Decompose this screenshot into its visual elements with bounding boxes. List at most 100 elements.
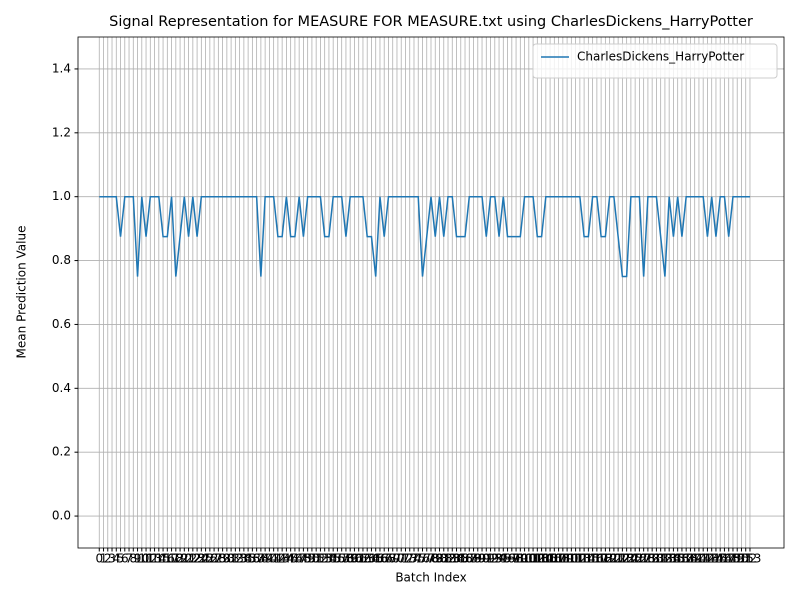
x-tick-label: 43: [275, 552, 290, 566]
x-tick-label: 98: [508, 552, 523, 566]
x-tick-label: 135: [662, 552, 685, 566]
x-tick-label: 37: [249, 552, 264, 566]
x-tick-label: 128: [632, 552, 655, 566]
x-tick-label: 89: [470, 552, 485, 566]
x-tick-label: 108: [547, 552, 570, 566]
x-tick-label: 69: [385, 552, 400, 566]
x-tick-label: 76: [415, 552, 430, 566]
x-axis-label: Batch Index: [395, 571, 466, 585]
x-tick-label: 132: [649, 552, 672, 566]
x-tick-label: 88: [466, 552, 481, 566]
x-tick-label: 45: [283, 552, 298, 566]
x-tick-label: 152: [734, 552, 757, 566]
x-tick-label: 104: [530, 552, 553, 566]
x-tick-label: 6: [121, 552, 129, 566]
data-line: [99, 195, 750, 278]
x-tick-label: 63: [360, 552, 375, 566]
axes-frame: [77, 36, 785, 549]
x-tick-label: 110: [556, 552, 579, 566]
x-tick-label: 50: [304, 552, 319, 566]
x-tick-label: 134: [658, 552, 681, 566]
x-tick-label: 23: [189, 552, 204, 566]
x-tick-label: 25: [198, 552, 213, 566]
x-tick-label: 28: [211, 552, 226, 566]
x-tick-label: 80: [432, 552, 447, 566]
x-tick-label: 31: [223, 552, 238, 566]
x-tick-label: 106: [539, 552, 562, 566]
x-tick-label: 55: [326, 552, 341, 566]
x-tick-label: 13: [147, 552, 162, 566]
x-tick-label: 52: [313, 552, 328, 566]
x-tick-label: 22: [185, 552, 200, 566]
x-tick-label: 16: [160, 552, 175, 566]
x-tick-label: 64: [364, 552, 379, 566]
x-tick-label: 142: [692, 552, 715, 566]
x-tick-label: 96: [500, 552, 515, 566]
x-tick-label: 30: [219, 552, 234, 566]
x-tick-label: 72: [398, 552, 413, 566]
x-tick-label: 90: [474, 552, 489, 566]
x-tick-label: 62: [355, 552, 370, 566]
x-tick-label: 42: [270, 552, 285, 566]
x-tick-label: 27: [206, 552, 221, 566]
x-tick-label: 147: [713, 552, 736, 566]
x-tick-label: 58: [338, 552, 353, 566]
x-tick-label: 33: [232, 552, 247, 566]
x-tick-label: 94: [491, 552, 506, 566]
x-tick-label: 112: [564, 552, 587, 566]
x-tick-label: 75: [411, 552, 426, 566]
y-tick-label: 0.4: [52, 381, 71, 395]
x-tick-label: 68: [381, 552, 396, 566]
x-tick-label: 46: [287, 552, 302, 566]
x-tick-label: 10: [134, 552, 149, 566]
x-tick-label: 47: [292, 552, 307, 566]
x-tick-label: 133: [653, 552, 676, 566]
x-tick-label: 150: [726, 552, 749, 566]
x-tick-label: 11: [138, 552, 153, 566]
x-tick-label: 121: [602, 552, 625, 566]
x-tick-label: 115: [577, 552, 600, 566]
x-tick-label: 44: [279, 552, 294, 566]
y-tick-label: 1.0: [52, 189, 71, 203]
y-tick-label: 1.2: [52, 125, 71, 139]
x-tick-label: 143: [696, 552, 719, 566]
x-tick-label: 48: [296, 552, 311, 566]
x-tick-label: 99: [513, 552, 528, 566]
x-tick-label: 4: [112, 552, 120, 566]
x-tick-label: 12: [143, 552, 158, 566]
x-tick-label: 74: [406, 552, 421, 566]
x-tick-label: 91: [479, 552, 494, 566]
x-tick-label: 61: [351, 552, 366, 566]
x-tick-label: 17: [164, 552, 179, 566]
x-tick-label: 73: [402, 552, 417, 566]
x-tick-label: 130: [641, 552, 664, 566]
x-tick-label: 77: [419, 552, 434, 566]
x-tick-label: 144: [700, 552, 723, 566]
x-tick-label: 111: [560, 552, 583, 566]
x-tick-label: 54: [321, 552, 336, 566]
x-tick-label: 87: [462, 552, 477, 566]
x-tick-label: 3: [108, 552, 116, 566]
x-tick-label: 97: [504, 552, 519, 566]
x-tick-label: 151: [730, 552, 753, 566]
x-tick-label: 119: [594, 552, 617, 566]
x-tick-label: 15: [155, 552, 170, 566]
y-tick-label: 0.0: [52, 509, 71, 523]
y-tick-label: 1.4: [52, 61, 71, 75]
x-tick-label: 114: [573, 552, 596, 566]
x-tick-label: 146: [709, 552, 732, 566]
x-tick-label: 109: [551, 552, 574, 566]
x-tick-label: 145: [704, 552, 727, 566]
x-tick-label: 21: [181, 552, 196, 566]
x-tick-label: 85: [453, 552, 468, 566]
x-tick-label: 60: [347, 552, 362, 566]
x-tick-label: 41: [266, 552, 281, 566]
x-tick-label: 148: [717, 552, 740, 566]
x-tick-label: 38: [253, 552, 268, 566]
x-tick-label: 82: [440, 552, 455, 566]
x-tick-label: 1: [100, 552, 108, 566]
x-tick-label: 103: [526, 552, 549, 566]
x-tick-label: 92: [483, 552, 498, 566]
x-tick-label: 84: [449, 552, 464, 566]
